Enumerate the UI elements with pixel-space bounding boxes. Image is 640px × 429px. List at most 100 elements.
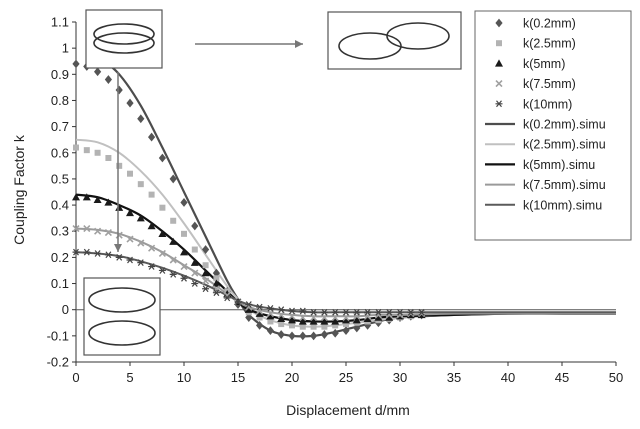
- data-point: [321, 323, 328, 330]
- x-tick-label: 5: [126, 370, 133, 385]
- data-point: [245, 313, 253, 322]
- data-point: [137, 259, 145, 266]
- data-point: [320, 308, 328, 316]
- data-point: [115, 203, 124, 211]
- arrow-head: [114, 244, 122, 252]
- data-point: [277, 314, 286, 323]
- legend-item: k(5mm).simu: [485, 158, 595, 172]
- x-tick-label: 45: [555, 370, 569, 385]
- data-point: [299, 331, 307, 341]
- inset-diagrams: [83, 9, 462, 356]
- x-tick-label: 30: [393, 370, 407, 385]
- x-tick-label: 35: [447, 370, 461, 385]
- legend-label: k(10mm).simu: [523, 198, 602, 212]
- x-tick-label: 25: [339, 370, 353, 385]
- data-point: [266, 326, 274, 336]
- coil-ellipse: [338, 32, 402, 60]
- data-point: [256, 314, 263, 321]
- x-tick-label: 0: [72, 370, 79, 385]
- y-tick-label: 0.9: [51, 67, 69, 82]
- data-point: [94, 250, 102, 257]
- arrow-to-offset: [195, 40, 303, 48]
- y-tick-label: 0.2: [51, 250, 69, 265]
- y-tick-label: -0.1: [47, 328, 69, 343]
- series-group: [72, 49, 616, 341]
- data-point: [267, 318, 274, 325]
- data-point: [126, 256, 134, 264]
- data-point: [299, 313, 307, 322]
- legend-item: k(2.5mm).simu: [485, 138, 606, 152]
- y-tick-label: 0.6: [51, 145, 69, 160]
- coil-ellipse: [88, 320, 156, 346]
- x-tick-label: 40: [501, 370, 515, 385]
- markers-k-7-5mm-: [72, 225, 426, 322]
- data-point: [148, 132, 156, 142]
- data-point: [190, 258, 199, 266]
- data-point: [310, 323, 317, 330]
- data-point: [213, 275, 220, 282]
- data-point: [180, 262, 188, 271]
- data-point: [309, 317, 318, 325]
- y-tick-label: 1.1: [51, 15, 69, 30]
- data-point: [136, 214, 145, 222]
- data-point: [83, 147, 90, 154]
- data-point: [289, 322, 295, 329]
- data-point: [331, 308, 339, 316]
- legend-item: k(5mm): [495, 57, 565, 71]
- data-point: [385, 308, 393, 316]
- data-point: [331, 328, 339, 338]
- data-point: [343, 321, 349, 328]
- legend-label: k(0.2mm).simu: [523, 118, 606, 132]
- data-point: [299, 323, 306, 330]
- legend-marker: [495, 100, 503, 108]
- data-point: [353, 308, 361, 316]
- legend-item: k(10mm): [495, 97, 572, 111]
- x-tick-label: 20: [285, 370, 299, 385]
- data-point: [256, 320, 264, 330]
- legend-item: k(7.5mm): [495, 77, 576, 91]
- data-point: [115, 231, 123, 239]
- data-point: [244, 305, 253, 313]
- data-point: [83, 248, 91, 256]
- x-tick-label: 50: [609, 370, 623, 385]
- data-point: [202, 277, 210, 285]
- data-point: [137, 114, 145, 124]
- data-point: [126, 208, 134, 217]
- data-point: [364, 320, 372, 330]
- inset-separated-coils: [83, 277, 161, 356]
- data-point: [180, 248, 188, 256]
- data-point: [148, 244, 156, 252]
- markers-k-5mm-: [72, 193, 426, 325]
- data-point: [148, 191, 155, 198]
- legend-marker: [495, 18, 503, 28]
- data-point: [191, 246, 198, 253]
- data-point: [212, 289, 220, 297]
- coil-ellipse: [88, 287, 156, 313]
- x-tick-label: 10: [177, 370, 191, 385]
- legend-label: k(0.2mm): [523, 17, 576, 31]
- coil-ellipse: [93, 23, 155, 45]
- data-point: [180, 274, 188, 282]
- data-point: [245, 301, 253, 308]
- coil-ellipse: [93, 32, 155, 54]
- data-point: [73, 144, 79, 151]
- data-point: [115, 85, 123, 95]
- data-point: [147, 222, 156, 230]
- legend-label: k(7.5mm).simu: [523, 178, 606, 192]
- data-point: [126, 235, 134, 243]
- x-tick-label: 15: [231, 370, 245, 385]
- data-point: [364, 308, 372, 316]
- data-point: [94, 149, 101, 156]
- data-point: [223, 291, 231, 299]
- data-point: [374, 311, 382, 319]
- data-point: [201, 269, 210, 277]
- data-point: [159, 204, 166, 211]
- data-point: [266, 312, 275, 320]
- data-point: [126, 98, 134, 108]
- data-point: [278, 321, 285, 328]
- data-point: [158, 153, 166, 163]
- inset-offset-coils: [327, 11, 462, 70]
- y-tick-label: 0.1: [51, 276, 69, 291]
- axes-group: 0 5 10 15 20 25 30 35 40 45 50 -0.2 -0.1 0 0.1 0.2 0.3 0.…: [47, 15, 624, 386]
